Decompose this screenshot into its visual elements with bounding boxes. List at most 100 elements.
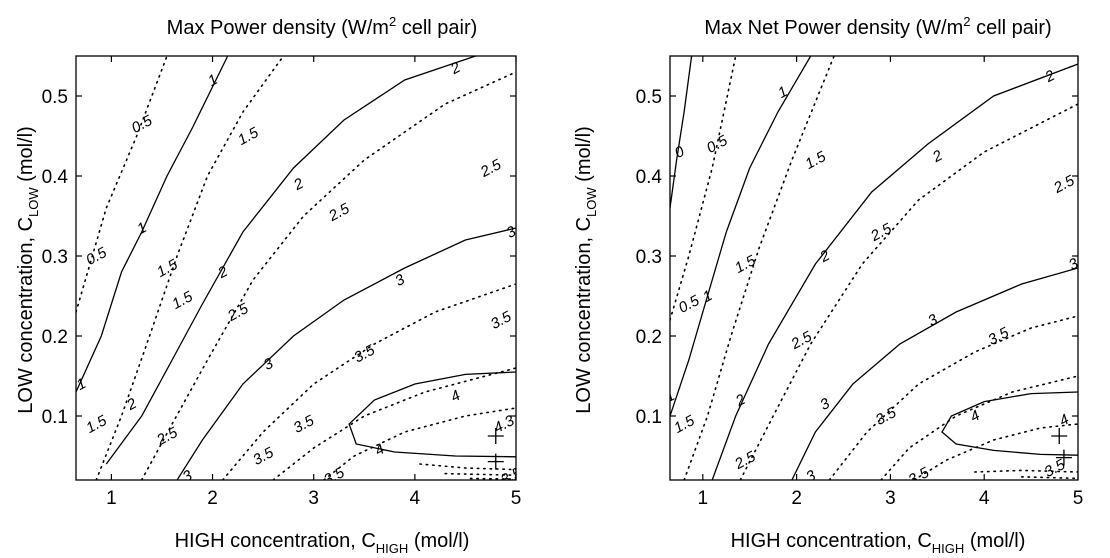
y-tick-label: 0.5 [636,87,662,108]
contour-label: 3 [504,223,520,242]
x-tick-label: 5 [1073,488,1084,509]
y-tick-label: 0.4 [42,167,69,188]
contour-label: 3.5 [351,341,378,366]
dotted-contour-line [140,71,516,480]
y-axis-label: LOW concentration, CLOW (mol/l) [15,126,41,413]
contour-label: 3.5 [498,464,525,489]
contour-label: 2 [123,395,140,415]
x-axis-label: HIGH concentration, CHIGH (mol/l) [731,530,1026,556]
chart-title: Max Power density (W/m2 cell pair) [167,14,478,39]
plot-area: 120 0.51.5 22.512.51.5 2 30.532.5 3.52 311.5 43… [636,55,1084,509]
contour-label: 2.5 [325,200,353,226]
dotted-contour-line [95,56,285,480]
x-tick-label: 2 [791,488,802,509]
contour-label: 1 [775,83,790,102]
contour-label: 2.5 [477,156,505,182]
dotted-contour-line [670,56,737,321]
dotted-contour-line [76,56,168,313]
contour-label: 4 [967,407,982,426]
y-tick-label: 0.5 [42,87,68,108]
plot-frame [75,55,517,481]
contour-label: 4 [448,387,463,406]
x-axis-label: HIGH concentration, CHIGH (mol/l) [175,530,470,556]
x-tick-label: 1 [698,488,709,509]
contour-label: 2.5 [787,328,815,354]
contour-line-level-1 [76,56,229,393]
contour-line-level-2 [711,63,1078,480]
optimum-marker [487,428,504,444]
y-tick-label: 0.4 [636,167,663,188]
y-tick-label: 0.3 [42,247,68,268]
y-tick-label: 0.1 [636,407,662,428]
dotted-contour-line [828,315,1078,480]
contour-label: 3 [392,271,408,290]
contour-label: 3.5 [250,444,277,469]
contour-label: 2 [929,147,946,167]
contour-line-level-3 [791,267,1078,480]
contour-label: 1.5 [169,288,196,313]
dotted-contour-line [221,283,516,480]
y-tick-label: 0.1 [42,407,68,428]
contour-label: 1 [134,219,149,238]
contour-label: 4 [1056,411,1071,430]
y-tick-label: 0.2 [636,327,662,348]
contour-line-level-0 [670,56,693,209]
panel-max-power: Max Power density (W/m2 cell pair) 1 0.5 1… [15,14,525,556]
contour-line-level-4 [941,391,1078,456]
contour-label: 2 [290,175,307,195]
optimum-marker [1055,449,1072,466]
contour-label: 3 [261,355,277,374]
dotted-contour-line [739,103,1078,480]
y-axis-label: LOW concentration, CLOW (mol/l) [573,126,599,413]
contour-label: 3 [925,311,941,330]
x-tick-label: 3 [308,488,319,509]
contour-lines: 120 0.51.5 22.512.51.5 2 30.532.5 3.52 311.5 43… [663,56,1078,486]
contour-label: 0.5 [83,244,110,269]
contour-label: 1.5 [154,256,181,281]
contour-label: 0.5 [704,132,731,157]
contour-line-level-4 [348,371,516,458]
optimum-marker [1051,428,1068,444]
contour-label: 1.5 [235,124,262,149]
contour-label: 0.5 [129,112,156,137]
y-tick-label: 0.2 [42,327,68,348]
dotted-contour-line [913,423,1078,480]
contour-line-level-3 [176,227,516,480]
contour-label: 2.5 [867,220,895,246]
x-tick-label: 3 [885,488,896,509]
contour-label: 1 [663,387,678,406]
contour-label: 3 [803,467,819,486]
contour-label: 0.5 [676,292,703,317]
optimum-marker [487,453,504,470]
dotted-contour-line [469,477,516,480]
dotted-contour-line [974,469,1078,473]
contour-label: 3 [180,467,196,486]
chart-title: Max Net Power density (W/m2 cell pair) [704,14,1051,39]
contour-label: 3.5 [291,412,318,437]
contour-label: 2 [816,247,833,267]
dotted-contour-line [1020,476,1078,480]
dotted-contour-line [323,407,516,480]
x-tick-label: 2 [207,488,218,509]
contour-label: 1.5 [732,252,759,277]
plot-frame [669,55,1079,481]
dotted-contour-line [683,56,835,480]
contour-label: 3 [817,395,833,414]
contour-label: 3.5 [488,308,515,333]
contour-label: 2.5 [153,424,181,450]
contour-label: 3.5 [321,464,348,489]
dotted-contour-line [444,472,516,476]
contour-line-level-2 [105,56,476,465]
contour-label: 3.5 [873,404,900,429]
contour-label: 1.5 [802,148,829,173]
contour-label: 1.5 [83,412,110,437]
contour-line-level-1 [670,56,812,417]
contour-label: 2 [447,59,464,79]
x-tick-label: 1 [106,488,117,509]
contour-label: 1 [205,71,220,90]
contour-label: 2.5 [224,300,252,326]
dotted-contour-line [419,463,516,471]
